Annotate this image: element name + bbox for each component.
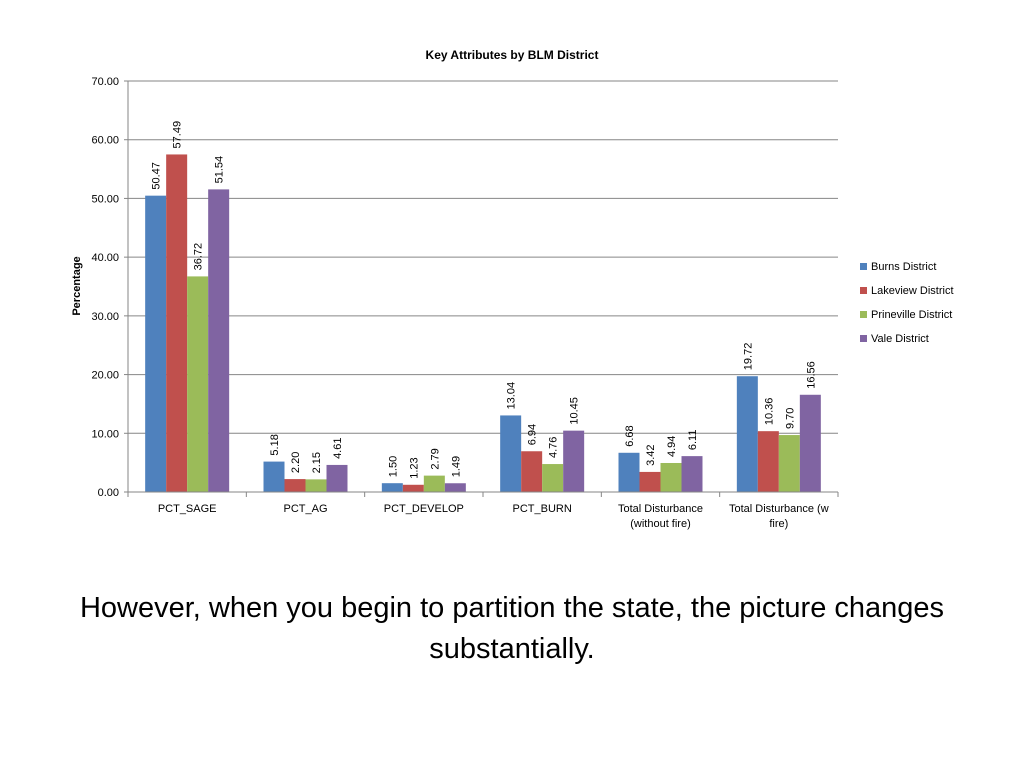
x-tick-label: Total Disturbance — [618, 503, 703, 515]
data-label: 51.54 — [214, 156, 226, 184]
data-label: 6.94 — [527, 424, 539, 445]
slide-caption: However, when you begin to partition the… — [79, 592, 945, 665]
data-label: 19.72 — [742, 343, 754, 371]
bar — [542, 464, 564, 492]
data-label: 2.20 — [290, 452, 302, 473]
legend-label: Burns District — [871, 261, 936, 273]
bar — [284, 479, 306, 492]
x-tick-labels: PCT_SAGE PCT_AG PCT_DEVELOP PCT_BURN Total D… — [158, 503, 829, 530]
y-axis-label: Percentage — [71, 256, 83, 315]
data-label: 57.49 — [172, 121, 184, 149]
bar — [208, 189, 230, 492]
bar — [187, 276, 209, 492]
x-tick-label: fire) — [769, 518, 788, 530]
data-label: 2.15 — [311, 452, 323, 473]
x-tick-label: PCT_BURN — [513, 503, 572, 515]
y-tick-label: 40.00 — [91, 252, 119, 264]
data-label: 36.72 — [193, 243, 205, 271]
data-label: 1.50 — [387, 456, 399, 477]
axes — [127, 81, 839, 497]
x-tick-label: PCT_AG — [283, 503, 327, 515]
bar — [618, 452, 640, 492]
data-label: 16.56 — [805, 361, 817, 389]
legend-swatch — [860, 311, 867, 318]
bar — [444, 483, 466, 492]
y-tick-label: 30.00 — [91, 311, 119, 323]
bar — [660, 462, 682, 492]
gridlines — [124, 80, 838, 493]
bar — [381, 483, 403, 492]
data-label: 10.36 — [763, 398, 775, 426]
x-tick-label: PCT_DEVELOP — [384, 503, 464, 515]
data-label: 4.94 — [666, 436, 678, 457]
bar — [263, 461, 285, 492]
data-label: 3.42 — [645, 444, 657, 465]
legend-swatch — [860, 335, 867, 342]
chart-title: Key Attributes by BLM District — [426, 48, 599, 62]
legend: Burns District Lakeview District Prinevill… — [860, 261, 954, 345]
legend-label: Vale District — [871, 333, 929, 345]
data-label: 4.61 — [332, 438, 344, 459]
bar — [423, 475, 445, 492]
y-tick-label: 10.00 — [91, 428, 119, 440]
x-tick-label: Total Disturbance (w — [729, 503, 829, 515]
bar — [681, 456, 703, 492]
bar — [736, 376, 758, 492]
x-tick-label: (without fire) — [630, 518, 691, 530]
bar — [145, 195, 167, 492]
bar — [521, 451, 543, 492]
bar — [166, 154, 188, 492]
bar — [639, 471, 661, 492]
bar — [326, 464, 348, 492]
bar — [402, 484, 424, 492]
data-label: 5.18 — [269, 434, 281, 455]
legend-swatch — [860, 287, 867, 294]
x-tick-label: PCT_SAGE — [158, 503, 217, 515]
data-label: 13.04 — [506, 382, 518, 410]
bar — [305, 479, 327, 492]
data-label: 6.68 — [624, 425, 636, 446]
data-label: 4.76 — [548, 437, 560, 458]
bars — [145, 154, 821, 492]
legend-label: Prineville District — [871, 309, 952, 321]
bar — [757, 431, 779, 492]
data-label: 10.45 — [569, 397, 581, 425]
legend-label: Lakeview District — [871, 285, 954, 297]
y-tick-label: 0.00 — [98, 487, 119, 499]
data-label: 2.79 — [429, 448, 441, 469]
bar — [778, 435, 800, 492]
data-label: 9.70 — [784, 408, 796, 429]
y-tick-label: 60.00 — [91, 135, 119, 147]
y-tick-label: 20.00 — [91, 370, 119, 382]
data-label: 50.47 — [151, 162, 163, 190]
y-tick-label: 50.00 — [91, 193, 119, 205]
data-labels: 50.47 5.18 1.50 13.04 6.68 19.72 57.49 2.20 1.23… — [151, 121, 818, 479]
data-label: 1.23 — [408, 457, 420, 478]
data-label: 1.49 — [450, 456, 462, 477]
y-tick-label: 70.00 — [91, 76, 119, 88]
data-label: 6.11 — [687, 430, 699, 451]
y-tick-labels: 0.00 10.00 20.00 30.00 40.00 50.00 60.00 70.00 — [91, 76, 119, 499]
bar — [799, 394, 821, 492]
bar — [563, 430, 585, 492]
bar — [500, 415, 522, 492]
legend-swatch — [860, 263, 867, 270]
